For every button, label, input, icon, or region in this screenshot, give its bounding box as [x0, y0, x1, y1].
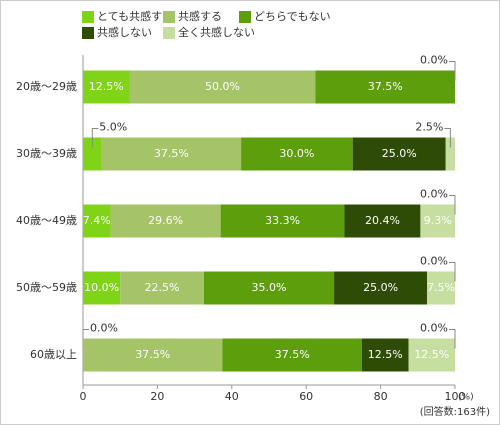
bar-segment	[83, 137, 102, 171]
value-label: 29.6%	[148, 214, 183, 227]
value-label: 30.0%	[279, 147, 314, 160]
y-tick-label: 20歳～29歳	[16, 80, 77, 93]
x-tick-label: 80	[374, 390, 388, 403]
value-label: 35.0%	[252, 281, 287, 294]
bar-segment	[83, 271, 121, 305]
x-tick-label: 100	[445, 390, 466, 403]
value-label: 50.0%	[205, 80, 240, 93]
bar-segment	[110, 204, 221, 238]
y-tick-label: 30歳～39歳	[16, 147, 77, 160]
bar-segment	[83, 204, 111, 238]
note: (回答数:163件)	[420, 405, 490, 418]
x-tick-label: 20	[150, 390, 164, 403]
legend-swatch	[163, 27, 175, 39]
y-tick-label: 50歳～59歳	[16, 281, 77, 294]
callout-line	[444, 128, 451, 148]
value-label: 37.5%	[154, 147, 189, 160]
callout-line	[449, 195, 456, 215]
legend-label: 共感しない	[97, 26, 152, 39]
bar-segment	[222, 338, 362, 372]
value-label: 5.0%	[99, 121, 127, 134]
callout-line	[449, 61, 456, 81]
value-label: 0.0%	[420, 322, 448, 335]
callout-line	[91, 128, 99, 148]
value-label: 12.5%	[89, 80, 124, 93]
value-label: 0.0%	[90, 322, 118, 335]
value-label: 7.4%	[83, 214, 111, 227]
bar-segment	[352, 137, 446, 171]
bar-segment	[315, 70, 455, 104]
legend-swatch	[239, 11, 251, 23]
bar-segment	[120, 271, 204, 305]
bar-segment	[408, 338, 455, 372]
value-label: 12.5%	[368, 348, 403, 361]
x-tick-label: 0	[80, 390, 87, 403]
value-label: 12.5%	[414, 348, 449, 361]
bar-segment	[220, 204, 345, 238]
bar-segment	[445, 137, 455, 171]
value-label: 0.0%	[420, 54, 448, 67]
x-tick-label: 40	[225, 390, 239, 403]
bar-segment	[334, 271, 428, 305]
value-label: 9.3%	[424, 214, 452, 227]
bar-segment	[83, 338, 223, 372]
value-label: 25.0%	[363, 281, 398, 294]
legend-label: 全く共感しない	[178, 25, 255, 39]
value-label: 37.5%	[135, 348, 170, 361]
value-label: 37.5%	[368, 80, 403, 93]
value-label: 7.5%	[427, 281, 455, 294]
legend-swatch	[82, 27, 94, 39]
bar-segment	[344, 204, 421, 238]
value-label: 33.3%	[265, 214, 300, 227]
value-label: 37.5%	[275, 348, 310, 361]
y-tick-label: 60歳以上	[30, 348, 77, 361]
bar-segment	[427, 271, 455, 305]
legend-swatch	[82, 11, 94, 23]
x-unit: (%)	[458, 393, 474, 403]
legend-swatch	[163, 11, 175, 23]
bar-segment	[420, 204, 455, 238]
bar-segment	[129, 70, 316, 104]
bar-segment	[241, 137, 353, 171]
legend-label: 共感する	[178, 10, 222, 23]
y-tick-label: 40歳～49歳	[16, 214, 77, 227]
value-label: 10.0%	[84, 281, 119, 294]
value-label: 2.5%	[415, 121, 443, 134]
callout-line	[449, 329, 456, 349]
callout-line	[449, 262, 456, 282]
value-label: 0.0%	[420, 188, 448, 201]
bar-segment	[101, 137, 242, 171]
x-tick-label: 60	[299, 390, 313, 403]
legend-label: どちらでもない	[254, 10, 331, 23]
bar-segment	[362, 338, 409, 372]
value-label: 20.4%	[365, 214, 400, 227]
value-label: 22.5%	[145, 281, 180, 294]
bar-segment	[203, 271, 335, 305]
value-label: 25.0%	[382, 147, 417, 160]
bar-segment	[83, 70, 130, 104]
legend-label: とても共感する	[97, 10, 173, 23]
value-label: 0.0%	[420, 255, 448, 268]
